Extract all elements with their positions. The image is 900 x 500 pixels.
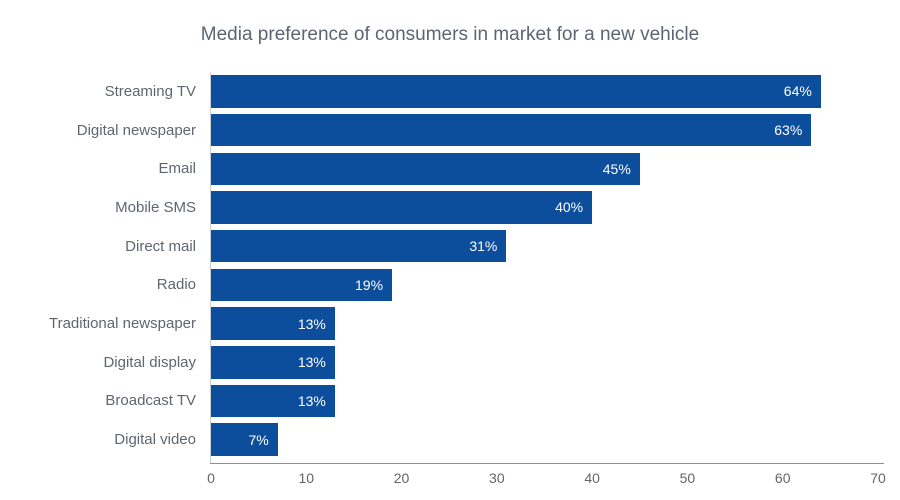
x-axis-line bbox=[210, 463, 884, 464]
bar-value-label: 63% bbox=[774, 122, 803, 139]
chart-row: Mobile SMS 40% bbox=[0, 188, 878, 227]
category-label: Digital video bbox=[114, 431, 196, 449]
y-axis-line bbox=[210, 72, 211, 463]
chart-title: Media preference of consumers in market … bbox=[200, 24, 700, 45]
category-label: Radio bbox=[156, 276, 196, 294]
bar-value-label: 7% bbox=[248, 431, 269, 448]
bar-value-label: 45% bbox=[602, 160, 631, 177]
chart-row: Email 45% bbox=[0, 149, 878, 188]
bar: 7% bbox=[211, 423, 278, 456]
bar-track: 31% bbox=[211, 229, 878, 263]
bar-value-label: 40% bbox=[555, 199, 584, 216]
category-label: Digital display bbox=[103, 353, 196, 371]
bar-value-label: 31% bbox=[469, 238, 498, 255]
chart-row: Traditional newspaper 13% bbox=[0, 304, 878, 343]
bar-track: 19% bbox=[211, 268, 878, 302]
category-label: Streaming TV bbox=[104, 82, 196, 100]
bar-track: 40% bbox=[211, 191, 878, 224]
x-tick-label: 50 bbox=[679, 470, 696, 486]
bar: 64% bbox=[211, 75, 821, 108]
x-tick-label: 10 bbox=[298, 470, 315, 486]
chart-row: Streaming TV 64% bbox=[0, 72, 878, 111]
bar: 45% bbox=[211, 152, 640, 185]
x-tick-label: 0 bbox=[207, 470, 215, 486]
bar-value-label: 13% bbox=[297, 354, 326, 371]
category-label: Traditional newspaper bbox=[48, 315, 196, 333]
category-label: Broadcast TV bbox=[105, 392, 196, 410]
chart-row: Digital video 7% bbox=[0, 420, 878, 459]
chart-row: Digital display 13% bbox=[0, 343, 878, 382]
bar: 19% bbox=[211, 268, 393, 302]
bar-track: 13% bbox=[211, 384, 878, 418]
bar: 13% bbox=[211, 307, 335, 340]
bar-track: 13% bbox=[211, 307, 878, 340]
bar-value-label: 64% bbox=[783, 83, 812, 100]
x-tick-label: 40 bbox=[584, 470, 600, 486]
bar: 40% bbox=[211, 191, 593, 224]
x-tick-label: 60 bbox=[774, 470, 791, 486]
bar-track: 7% bbox=[211, 423, 878, 456]
bar: 13% bbox=[211, 384, 335, 418]
chart-row: Direct mail 31% bbox=[0, 227, 878, 266]
bar-track: 13% bbox=[211, 346, 878, 379]
x-tick-label: 70 bbox=[870, 470, 886, 486]
bar-track: 64% bbox=[211, 75, 878, 108]
bar-value-label: 13% bbox=[297, 315, 326, 332]
bar: 63% bbox=[211, 113, 812, 147]
x-tick-label: 30 bbox=[489, 470, 505, 486]
category-label: Direct mail bbox=[125, 237, 196, 255]
bar-value-label: 13% bbox=[297, 392, 326, 409]
category-label: Email bbox=[158, 160, 196, 178]
chart-row: Radio 19% bbox=[0, 266, 878, 305]
bar-value-label: 19% bbox=[355, 276, 384, 293]
bar: 31% bbox=[211, 229, 507, 263]
bar-track: 45% bbox=[211, 152, 878, 185]
bar: 13% bbox=[211, 346, 335, 379]
bars-area: Streaming TV 64% Digital newspaper 63% Email… bbox=[0, 72, 878, 459]
chart-row: Broadcast TV 13% bbox=[0, 382, 878, 421]
category-label: Digital newspaper bbox=[76, 121, 196, 139]
chart-row: Digital newspaper 63% bbox=[0, 111, 878, 150]
x-tick-label: 20 bbox=[393, 470, 410, 486]
bar-track: 63% bbox=[211, 113, 878, 147]
x-axis-ticks: 0 10 20 30 40 50 60 70 bbox=[207, 470, 886, 490]
category-label: Mobile SMS bbox=[115, 198, 196, 216]
